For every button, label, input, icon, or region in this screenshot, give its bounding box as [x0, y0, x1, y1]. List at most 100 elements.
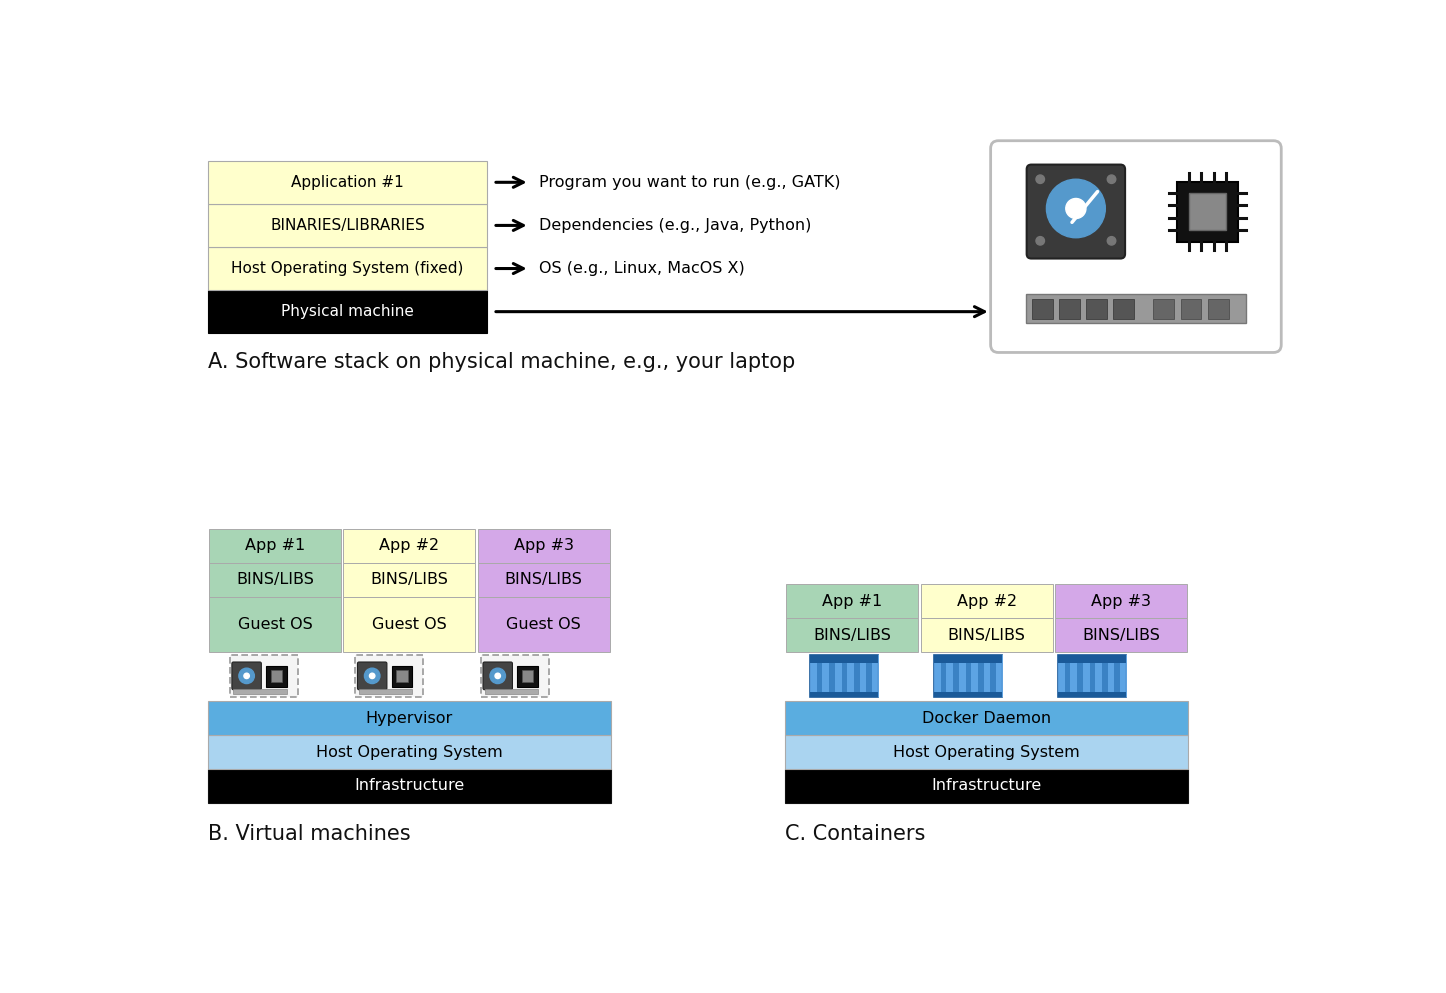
Bar — [1095, 655, 1102, 697]
FancyBboxPatch shape — [266, 666, 286, 686]
FancyBboxPatch shape — [210, 597, 341, 652]
Circle shape — [244, 673, 249, 678]
FancyBboxPatch shape — [233, 689, 286, 694]
Text: Program you want to run (e.g., GATK): Program you want to run (e.g., GATK) — [539, 175, 840, 190]
Circle shape — [239, 668, 254, 683]
Text: BINS/LIBS: BINS/LIBS — [814, 628, 891, 642]
FancyBboxPatch shape — [208, 204, 487, 247]
Text: BINS/LIBS: BINS/LIBS — [947, 628, 1025, 642]
FancyBboxPatch shape — [1027, 165, 1125, 258]
Circle shape — [1035, 236, 1044, 245]
FancyBboxPatch shape — [231, 662, 262, 690]
Bar — [872, 655, 879, 697]
FancyBboxPatch shape — [477, 529, 610, 563]
FancyBboxPatch shape — [1058, 655, 1126, 697]
FancyBboxPatch shape — [343, 529, 476, 563]
Bar — [230, 655, 298, 697]
Text: Host Operating System (fixed): Host Operating System (fixed) — [231, 261, 464, 276]
FancyBboxPatch shape — [483, 662, 512, 690]
Text: App #1: App #1 — [244, 538, 305, 553]
FancyBboxPatch shape — [787, 618, 918, 652]
FancyBboxPatch shape — [392, 666, 412, 686]
Text: Docker Daemon: Docker Daemon — [923, 711, 1051, 726]
Bar — [1121, 655, 1126, 697]
FancyBboxPatch shape — [1056, 584, 1187, 618]
FancyBboxPatch shape — [1058, 299, 1080, 319]
FancyBboxPatch shape — [1086, 299, 1106, 319]
FancyBboxPatch shape — [518, 666, 538, 686]
Text: A. Software stack on physical machine, e.g., your laptop: A. Software stack on physical machine, e… — [208, 353, 795, 372]
FancyBboxPatch shape — [208, 247, 487, 290]
FancyBboxPatch shape — [357, 662, 388, 690]
FancyBboxPatch shape — [1056, 618, 1187, 652]
Bar — [860, 655, 866, 697]
Circle shape — [1066, 199, 1086, 218]
FancyBboxPatch shape — [1207, 299, 1229, 319]
Text: App #3: App #3 — [1092, 594, 1151, 609]
Bar — [1058, 692, 1126, 697]
Circle shape — [490, 668, 506, 683]
FancyBboxPatch shape — [477, 597, 610, 652]
Circle shape — [1035, 175, 1044, 184]
Circle shape — [1108, 175, 1116, 184]
FancyBboxPatch shape — [785, 735, 1189, 769]
Bar — [996, 655, 1004, 697]
Text: App #1: App #1 — [823, 594, 882, 609]
FancyBboxPatch shape — [787, 584, 918, 618]
FancyBboxPatch shape — [270, 670, 282, 682]
FancyBboxPatch shape — [208, 701, 610, 735]
Text: Host Operating System: Host Operating System — [317, 745, 503, 760]
Bar — [959, 655, 966, 697]
Text: Guest OS: Guest OS — [506, 617, 581, 632]
Text: BINARIES/LIBRARIES: BINARIES/LIBRARIES — [270, 217, 425, 233]
Text: BINS/LIBS: BINS/LIBS — [236, 572, 314, 587]
FancyBboxPatch shape — [1154, 299, 1174, 319]
FancyBboxPatch shape — [991, 141, 1281, 353]
Bar — [934, 692, 1002, 697]
Bar — [947, 655, 953, 697]
Circle shape — [364, 668, 380, 683]
FancyBboxPatch shape — [1025, 294, 1246, 323]
Text: Guest OS: Guest OS — [372, 617, 447, 632]
Circle shape — [1108, 236, 1116, 245]
Circle shape — [370, 673, 375, 678]
FancyBboxPatch shape — [1177, 182, 1238, 241]
Bar — [1058, 655, 1064, 697]
FancyBboxPatch shape — [1031, 299, 1053, 319]
FancyBboxPatch shape — [810, 655, 878, 697]
FancyBboxPatch shape — [359, 689, 412, 694]
Text: App #3: App #3 — [513, 538, 574, 553]
FancyBboxPatch shape — [921, 618, 1053, 652]
Bar — [810, 692, 878, 697]
Text: BINS/LIBS: BINS/LIBS — [1082, 628, 1160, 642]
Bar — [834, 655, 842, 697]
FancyBboxPatch shape — [522, 670, 534, 682]
FancyBboxPatch shape — [1189, 193, 1226, 230]
Bar — [934, 655, 1002, 662]
Text: Infrastructure: Infrastructure — [354, 779, 464, 793]
FancyBboxPatch shape — [208, 735, 610, 769]
Circle shape — [495, 673, 500, 678]
FancyBboxPatch shape — [785, 701, 1189, 735]
Bar — [356, 655, 424, 697]
FancyBboxPatch shape — [934, 655, 1002, 697]
Text: BINS/LIBS: BINS/LIBS — [505, 572, 583, 587]
Text: Guest OS: Guest OS — [237, 617, 312, 632]
Bar — [810, 655, 817, 697]
Text: App #2: App #2 — [957, 594, 1017, 609]
Bar — [934, 655, 941, 697]
FancyBboxPatch shape — [1180, 299, 1202, 319]
Bar — [1083, 655, 1090, 697]
Bar — [480, 655, 549, 697]
FancyBboxPatch shape — [396, 670, 408, 682]
Bar — [1058, 655, 1126, 662]
FancyBboxPatch shape — [210, 529, 341, 563]
Bar — [1108, 655, 1115, 697]
FancyBboxPatch shape — [210, 563, 341, 597]
Text: Physical machine: Physical machine — [281, 304, 414, 319]
FancyBboxPatch shape — [477, 563, 610, 597]
FancyBboxPatch shape — [208, 161, 487, 204]
Text: Dependencies (e.g., Java, Python): Dependencies (e.g., Java, Python) — [539, 217, 811, 233]
Bar — [847, 655, 855, 697]
FancyBboxPatch shape — [921, 584, 1053, 618]
